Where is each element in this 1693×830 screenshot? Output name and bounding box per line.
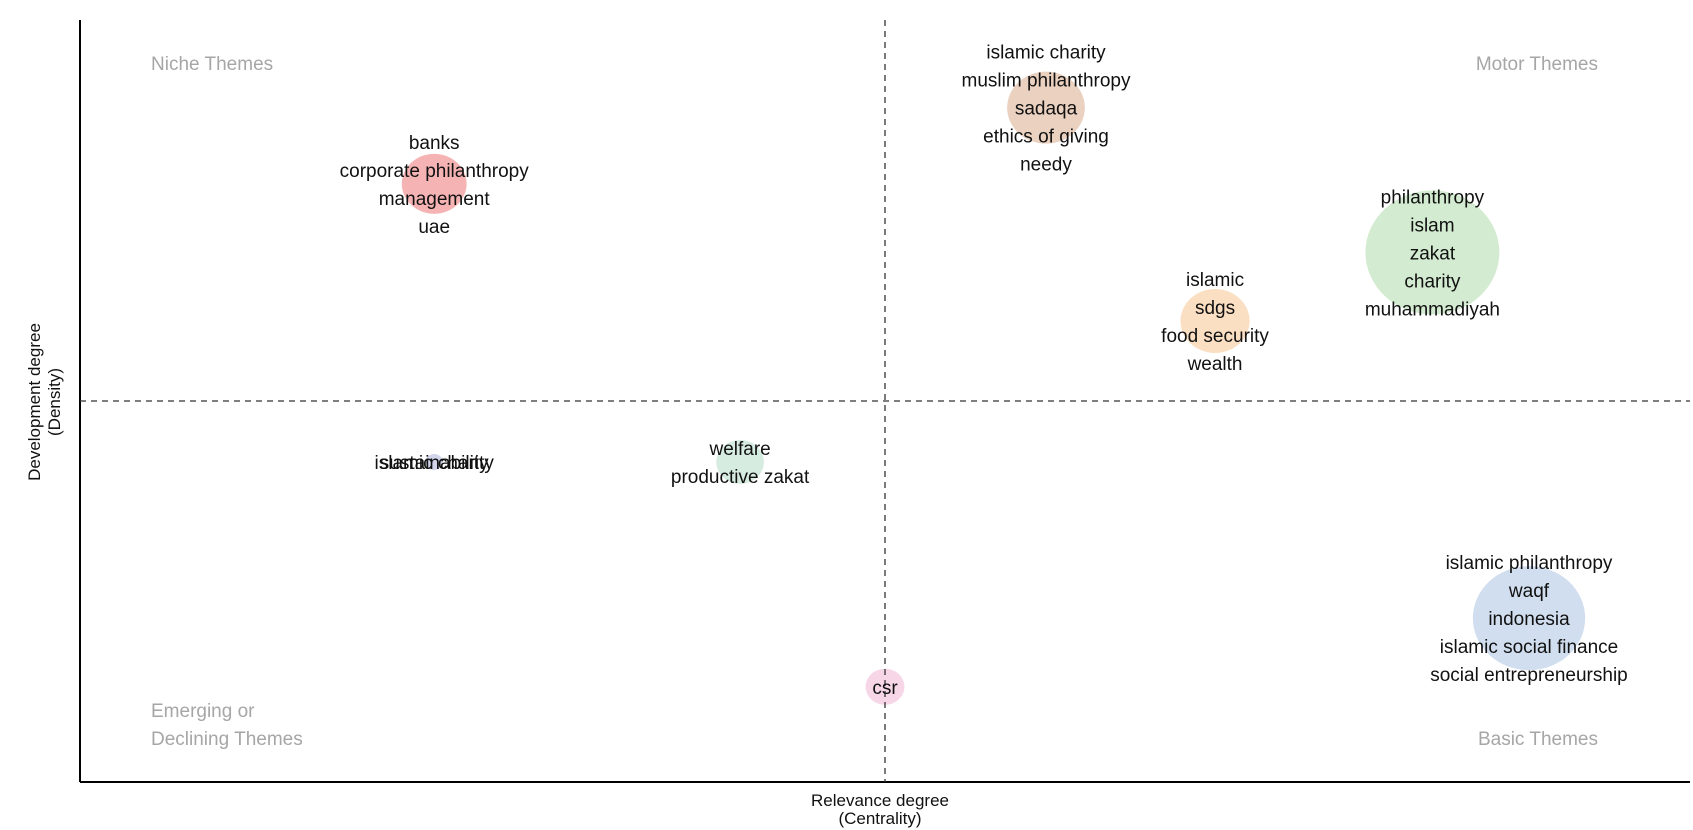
cluster-8-label: social entrepreneurship (1430, 665, 1628, 686)
cluster-4-label: wealth (1187, 354, 1243, 375)
cluster-8-label: islamic social finance (1440, 637, 1618, 658)
axes (79, 20, 1690, 783)
cluster-bubble-4 (1180, 288, 1250, 353)
x-axis-title-line2: (Centrality) (838, 809, 921, 828)
cluster-8-label: indonesia (1488, 609, 1570, 630)
cluster-6-label: welfare (708, 439, 770, 460)
cluster-2-label: islamic charity (986, 43, 1106, 64)
cluster-2-label: needy (1020, 155, 1072, 176)
y-axis-title-line2: (Density) (45, 368, 64, 436)
cluster-4-label: islamic (1186, 270, 1244, 291)
cluster-7-label: csr (872, 678, 898, 699)
cluster-1-label: corporate philanthropy (340, 161, 530, 182)
quadrant-label-niche: Niche Themes (151, 54, 273, 75)
y-axis-title-line1: Development degree (25, 323, 44, 481)
cluster-bubble-5 (425, 453, 443, 470)
x-axis-title-line1: Relevance degree (811, 791, 949, 810)
cluster-3-label: islam (1410, 215, 1454, 236)
cluster-1-label: banks (409, 133, 460, 154)
cluster-5-label: sustainability (380, 453, 489, 474)
cluster-1-label: uae (418, 217, 450, 238)
cluster-2-label: muslim philanthropy (962, 71, 1131, 92)
cluster-labels: banks corporate philanthropy management uae… (340, 43, 1628, 699)
cluster-2-label: ethics of giving (983, 127, 1109, 148)
quadrant-label-emerging-line2: Declining Themes (151, 729, 303, 750)
cluster-3-label: zakat (1410, 243, 1456, 264)
cluster-bubble-7 (865, 668, 905, 705)
quadrant-label-motor: Motor Themes (1476, 54, 1598, 75)
cluster-bubble-3 (1365, 190, 1500, 315)
quadrant-label-basic: Basic Themes (1478, 729, 1598, 750)
cluster-8-label: islamic philanthropy (1446, 553, 1613, 574)
cluster-2-label: sadaqa (1015, 99, 1078, 120)
cluster-bubble-6 (716, 439, 764, 484)
cluster-bubbles (401, 71, 1586, 705)
cluster-6-label: productive zakat (671, 467, 810, 488)
cluster-3-label: philanthropy (1381, 187, 1485, 208)
cluster-5-label: islamic charity (375, 453, 495, 474)
cluster-bubble-8 (1472, 566, 1586, 671)
cluster-3-label: muhammadiyah (1365, 299, 1500, 320)
cluster-4-label: sdgs (1195, 298, 1235, 319)
cluster-4-label: food security (1161, 326, 1269, 347)
cluster-bubble-2 (1007, 71, 1085, 144)
cluster-8-label: waqf (1508, 581, 1550, 602)
cluster-bubble-1 (401, 153, 467, 214)
quadrant-label-emerging-line1: Emerging or (151, 701, 255, 722)
cluster-3-label: charity (1404, 271, 1460, 292)
cluster-1-label: management (379, 189, 491, 210)
